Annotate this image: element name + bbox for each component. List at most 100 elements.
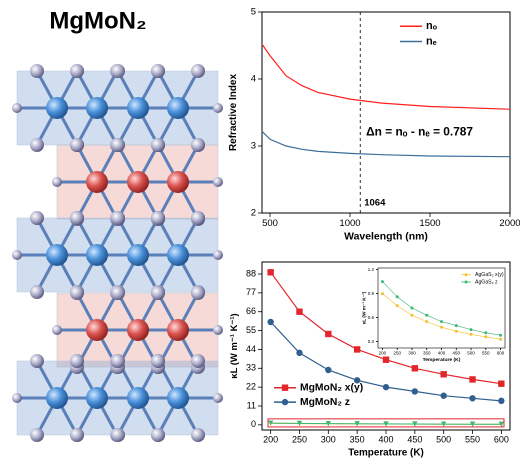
marker bbox=[281, 398, 289, 406]
n-atom bbox=[191, 64, 205, 78]
marker bbox=[325, 421, 331, 427]
y-tick-label: 22 bbox=[246, 382, 256, 392]
x-tick-label: 500 bbox=[436, 435, 451, 445]
mg-atom bbox=[127, 319, 149, 341]
n-atom bbox=[213, 325, 223, 335]
marker bbox=[469, 421, 476, 427]
n-atom bbox=[213, 177, 223, 187]
legend-label: AgGaS₂ z bbox=[475, 279, 498, 285]
marker bbox=[498, 397, 505, 405]
n-atom bbox=[151, 354, 165, 368]
legend-label: MgMoN₂ z bbox=[300, 397, 350, 408]
y-tick-label: 0.6 bbox=[368, 315, 375, 320]
marker bbox=[325, 366, 332, 374]
marker bbox=[440, 371, 447, 378]
n-atom bbox=[12, 103, 22, 113]
marker bbox=[412, 421, 418, 427]
x-tick-label: 600 bbox=[497, 350, 505, 355]
n-atom bbox=[151, 211, 165, 225]
mo-atom bbox=[86, 387, 108, 409]
y-axis-label: κL (W m⁻¹ K⁻¹) bbox=[362, 291, 368, 324]
y-tick-label: 2 bbox=[251, 208, 256, 219]
y-tick-label: 4 bbox=[251, 74, 256, 85]
n-atom bbox=[30, 138, 44, 152]
y-tick-label: 0.3 bbox=[368, 339, 375, 344]
marker bbox=[469, 395, 476, 402]
y-tick-label: 44 bbox=[246, 344, 256, 354]
y-tick-label: 5 bbox=[251, 7, 256, 18]
marker bbox=[411, 388, 419, 395]
n-atom bbox=[12, 393, 22, 403]
x-tick-label: 550 bbox=[465, 435, 480, 445]
mo-atom bbox=[46, 97, 68, 119]
marker bbox=[380, 280, 384, 284]
n-atom bbox=[191, 138, 205, 152]
x-axis-label: Temperature (K) bbox=[348, 448, 424, 459]
marker bbox=[380, 292, 384, 296]
n-atom bbox=[111, 138, 125, 152]
mo-atom bbox=[127, 244, 149, 266]
marker bbox=[296, 308, 303, 315]
x-tick-label: 200 bbox=[263, 435, 278, 445]
marker bbox=[484, 331, 488, 335]
n-atom bbox=[70, 286, 84, 300]
n-atom bbox=[12, 250, 22, 260]
marker bbox=[440, 392, 447, 399]
x-tick-label: 1500 bbox=[419, 218, 440, 229]
marker bbox=[484, 335, 488, 339]
marker bbox=[440, 320, 443, 324]
marker bbox=[498, 380, 505, 387]
x-tick-label: 550 bbox=[482, 350, 490, 355]
marker bbox=[464, 273, 468, 277]
marker bbox=[395, 304, 399, 308]
marker bbox=[296, 349, 303, 357]
mo-atom bbox=[86, 244, 108, 266]
n-atom bbox=[191, 211, 205, 225]
marker bbox=[268, 420, 274, 426]
n-atom bbox=[70, 211, 84, 225]
x-tick-label: 200 bbox=[379, 350, 387, 355]
x-tick-label: 400 bbox=[438, 350, 446, 355]
mo-atom bbox=[46, 387, 68, 409]
marker bbox=[395, 295, 399, 299]
plot-frame bbox=[377, 267, 506, 349]
marker bbox=[441, 421, 447, 427]
x-tick-label: 450 bbox=[407, 435, 422, 445]
plot-frame bbox=[261, 11, 511, 214]
y-tick-label: 77 bbox=[246, 287, 256, 297]
marker bbox=[499, 337, 503, 341]
marker bbox=[425, 313, 429, 317]
crystal-structure bbox=[12, 64, 223, 442]
y-axis-label: κL (W m⁻¹ K⁻¹) bbox=[229, 313, 240, 378]
y-tick-label: 0 bbox=[251, 419, 256, 429]
x-tick-label: 350 bbox=[350, 435, 365, 445]
annotation: Δn = nₒ - nₑ = 0.787 bbox=[366, 125, 473, 139]
mo-atom bbox=[127, 387, 149, 409]
x-axis-label: Wavelength (nm) bbox=[344, 232, 428, 243]
n-atom bbox=[111, 428, 125, 442]
x-tick-label: 2000 bbox=[499, 218, 520, 229]
marker bbox=[325, 330, 332, 338]
n-atom bbox=[191, 286, 205, 300]
marker bbox=[469, 332, 473, 336]
marker bbox=[353, 377, 361, 384]
mg-atom bbox=[167, 171, 189, 193]
n-atom bbox=[30, 354, 44, 368]
mo-atom bbox=[46, 244, 68, 266]
y-tick-label: 66 bbox=[246, 306, 256, 316]
y-tick-label: 33 bbox=[246, 363, 256, 373]
marker bbox=[454, 324, 458, 328]
marker bbox=[469, 376, 476, 383]
x-tick-label: 300 bbox=[408, 350, 416, 355]
x-tick-label: 500 bbox=[262, 218, 278, 229]
y-tick-label: 0.9 bbox=[368, 291, 375, 296]
figure-title: MgMoN₂ bbox=[49, 7, 146, 34]
n-atom bbox=[52, 177, 62, 187]
marker bbox=[267, 318, 274, 326]
n-atom bbox=[30, 64, 44, 78]
marker bbox=[383, 421, 389, 427]
n-atom bbox=[30, 211, 44, 225]
x-tick-label: 250 bbox=[292, 435, 307, 445]
n-atom bbox=[30, 285, 44, 299]
